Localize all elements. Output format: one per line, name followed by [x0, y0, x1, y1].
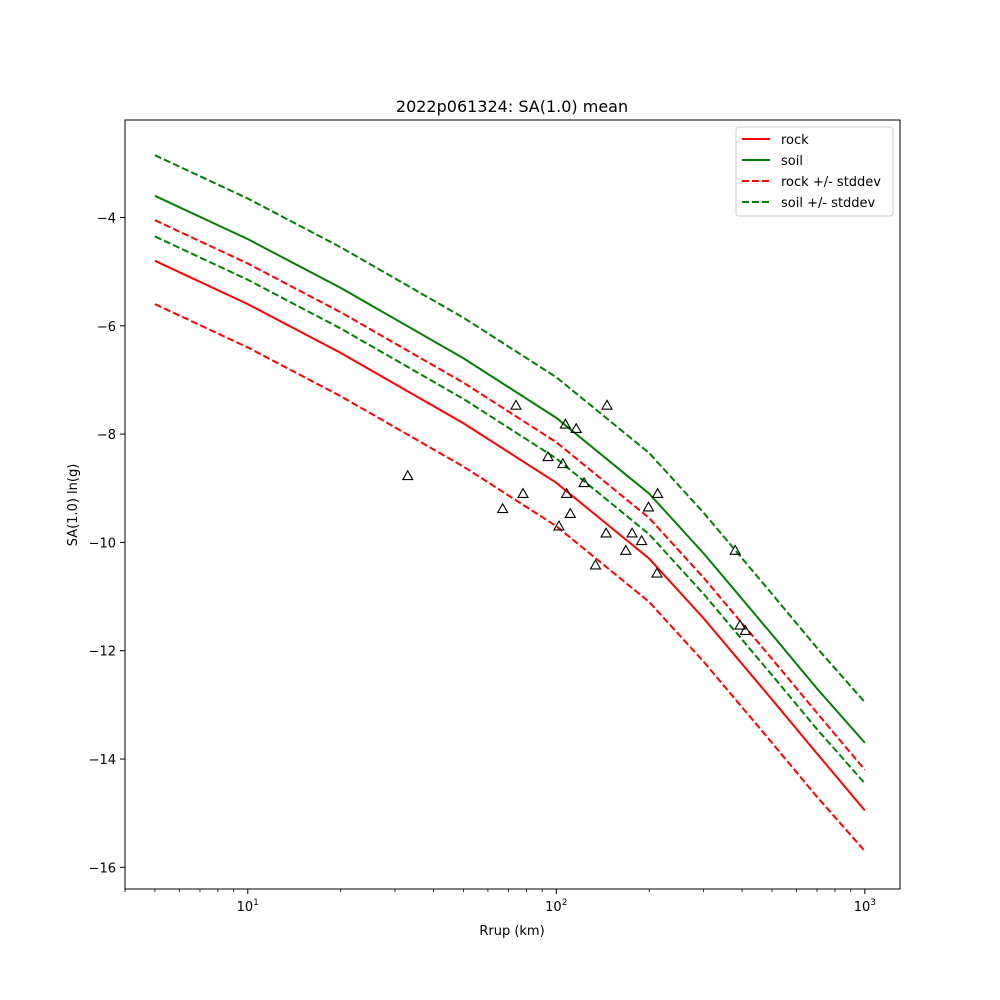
observation-marker — [496, 502, 509, 514]
y-tick-label: −14 — [89, 753, 116, 768]
series-line-6 — [154, 235, 866, 785]
observation-marker — [556, 457, 569, 469]
series-line-2 — [154, 194, 866, 744]
observation-marker — [739, 624, 752, 635]
observation-marker — [401, 469, 414, 481]
x-axis-label: Rrup (km) — [479, 924, 544, 939]
y-tick-label: −8 — [97, 428, 116, 443]
observation-marker — [619, 544, 632, 555]
legend-label: rock — [781, 133, 809, 148]
observation-marker — [542, 450, 554, 462]
observation-marker — [559, 418, 572, 429]
y-tick-label: −4 — [97, 211, 116, 226]
x-tick-label: 103 — [854, 898, 876, 915]
observation-marker — [601, 399, 613, 410]
observation-marker — [553, 520, 565, 531]
observation-marker — [510, 399, 522, 410]
plot-frame — [124, 119, 901, 890]
y-tick-label: −12 — [89, 645, 116, 660]
observation-marker — [626, 527, 639, 538]
observation-marker — [729, 544, 742, 555]
chart-title: 2022p061324: SA(1.0) mean — [396, 97, 628, 116]
x-tick-label: 102 — [545, 898, 567, 915]
observation-marker — [517, 487, 529, 498]
observation-marker — [635, 534, 648, 546]
y-axis-label: SA(1.0) ln(g) — [66, 464, 81, 547]
series-line-3 — [154, 219, 866, 771]
x-tick-label: 101 — [237, 898, 259, 915]
legend-label: soil +/- stddev — [781, 196, 876, 211]
observation-marker — [560, 487, 573, 498]
axis-ticks: −16 −14 −12 −10 −8 −6 −4 101 102 103 — [89, 211, 876, 915]
legend-label: rock +/- stddev — [781, 175, 881, 190]
observation-marker — [589, 559, 602, 570]
observation-marker — [564, 507, 577, 519]
plot-area — [124, 119, 901, 890]
series-line-4 — [154, 303, 866, 852]
y-tick-label: −16 — [89, 861, 116, 876]
observation-marker — [570, 422, 583, 433]
observation-marker — [578, 476, 590, 488]
series-line-5 — [154, 154, 866, 703]
series-line-1 — [154, 259, 866, 812]
observation-marker — [734, 619, 746, 630]
y-tick-label: −6 — [97, 320, 116, 335]
observation-marker — [642, 501, 655, 512]
y-tick-label: −10 — [89, 536, 116, 551]
observation-marker — [600, 527, 613, 538]
legend-box — [735, 126, 894, 217]
legend: rock soil rock +/- stddev soil +/- stddev — [735, 126, 894, 217]
observation-marker — [651, 487, 664, 498]
legend-label: soil — [781, 154, 803, 169]
observation-marker — [651, 567, 663, 578]
